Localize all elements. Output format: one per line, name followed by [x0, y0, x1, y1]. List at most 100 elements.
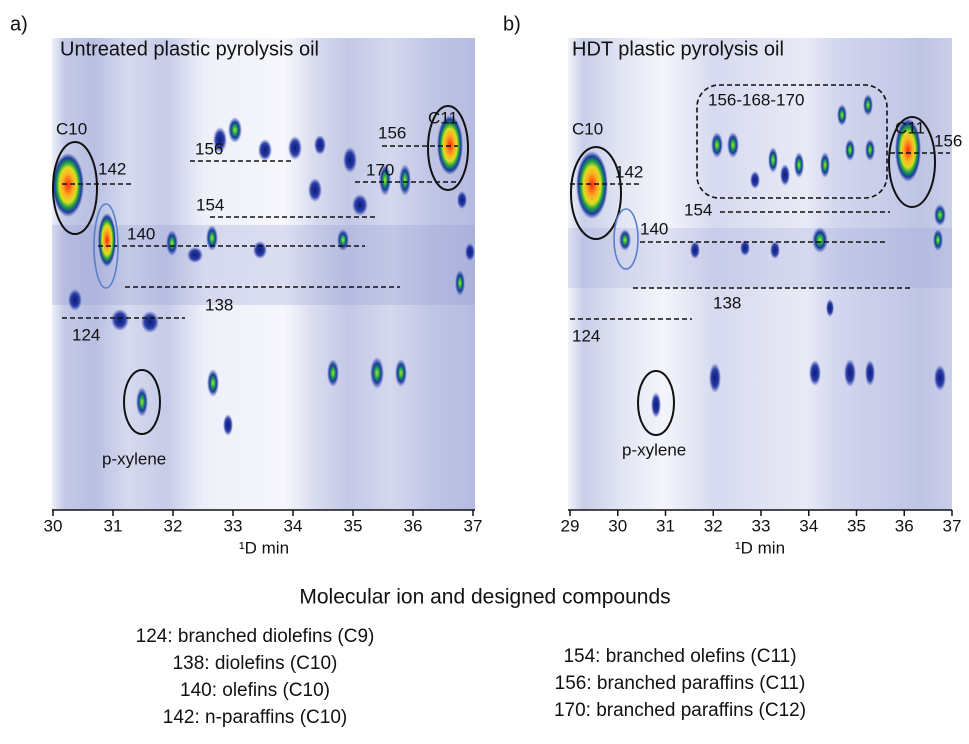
annotation: 154	[196, 195, 224, 214]
peak	[68, 289, 82, 311]
peak	[865, 139, 875, 161]
annotation: 142	[98, 159, 126, 178]
x-tick-label: 33	[224, 516, 243, 535]
peak	[845, 139, 855, 161]
x-tick-label: 34	[799, 516, 818, 535]
peak	[327, 359, 339, 387]
x-tick-label: 29	[561, 516, 580, 535]
peak	[863, 94, 873, 116]
peak	[379, 164, 391, 196]
legend-item: 142: n-paraffins (C10)	[163, 707, 347, 728]
peak	[865, 360, 875, 386]
x-tick-label: 30	[44, 516, 63, 535]
x-tick-label: 35	[847, 516, 866, 535]
legend-item: 154: branched olefins (C11)	[563, 646, 796, 667]
peak	[750, 171, 760, 189]
x-tick-label: 30	[608, 516, 627, 535]
peak	[437, 115, 463, 175]
peaks-b	[568, 94, 952, 418]
x-tick-label: 33	[752, 516, 771, 535]
x-tick-label: 35	[344, 516, 363, 535]
peak	[780, 164, 790, 186]
peak	[213, 127, 227, 153]
peak	[770, 241, 780, 259]
annotation: 138	[713, 293, 741, 312]
legend-item: 138: diolefins (C10)	[173, 653, 338, 674]
annotation: p-xylene	[102, 449, 166, 468]
peak	[253, 241, 267, 259]
peak	[820, 152, 830, 178]
peak	[826, 299, 834, 317]
panel-label: b)	[503, 13, 521, 35]
panel-title: Untreated plastic pyrolysis oil	[60, 38, 319, 60]
peak	[727, 132, 739, 158]
peak	[370, 357, 384, 389]
x-tick-label: 36	[404, 516, 423, 535]
annotation: C11	[428, 108, 458, 127]
legend-item: 156: branched paraffins (C11)	[555, 673, 806, 694]
peak	[98, 213, 116, 267]
annotation: 140	[127, 224, 155, 243]
peak	[308, 178, 322, 202]
peak	[934, 204, 946, 226]
chromatogram-a	[52, 38, 475, 510]
peak	[399, 164, 411, 196]
peak	[844, 359, 856, 387]
annotation: p-xylene	[622, 440, 686, 459]
x-tick-label: 34	[284, 516, 303, 535]
annotation: 170	[366, 160, 394, 179]
peak	[141, 311, 159, 333]
peak	[207, 369, 219, 397]
peak	[352, 194, 368, 216]
panel-label: a)	[10, 13, 28, 35]
x-axis-label: ¹D min	[735, 538, 785, 557]
peak	[619, 229, 631, 251]
peak	[166, 230, 178, 256]
legend-item: 124: branched diolefins (C9)	[136, 626, 375, 647]
peak	[288, 136, 302, 160]
x-tick-label: 36	[895, 516, 914, 535]
annotation: 156	[378, 123, 406, 142]
peak	[576, 151, 608, 219]
x-tick-label: 32	[704, 516, 723, 535]
peak	[343, 147, 357, 173]
x-tick-label: 31	[104, 516, 123, 535]
peak	[258, 139, 272, 161]
peak	[740, 240, 750, 256]
annotation: 156	[934, 131, 962, 150]
annotations-a	[52, 105, 469, 435]
peak	[111, 309, 129, 331]
peak	[136, 387, 148, 417]
annotation: 124	[572, 326, 600, 345]
peak	[314, 135, 326, 155]
peak	[206, 225, 218, 251]
x-tick-label: 37	[464, 516, 483, 535]
x-tick-label: 31	[656, 516, 675, 535]
peak	[337, 229, 349, 251]
annotations-b	[570, 84, 950, 436]
annotation: 124	[72, 325, 100, 344]
annotation: 154	[684, 200, 712, 219]
peak	[455, 270, 465, 296]
peak	[223, 414, 233, 436]
peak	[651, 392, 661, 418]
annotation: C10	[572, 119, 603, 138]
peak	[690, 241, 700, 259]
annotation: C10	[56, 119, 87, 138]
peak	[768, 147, 778, 173]
peak	[895, 118, 921, 182]
peak	[465, 243, 475, 261]
peak	[187, 247, 203, 263]
peak	[794, 152, 804, 178]
peak	[837, 104, 847, 126]
peak	[395, 359, 407, 387]
legend-item: 170: branched paraffins (C12)	[554, 700, 806, 721]
peak	[809, 360, 821, 386]
peak	[934, 365, 946, 391]
peak	[52, 153, 84, 217]
chromatogram-b	[568, 38, 952, 510]
peak	[812, 227, 828, 253]
peak	[457, 191, 467, 209]
annotation: 156-168-170	[708, 90, 804, 109]
annotation: 142	[615, 162, 643, 181]
